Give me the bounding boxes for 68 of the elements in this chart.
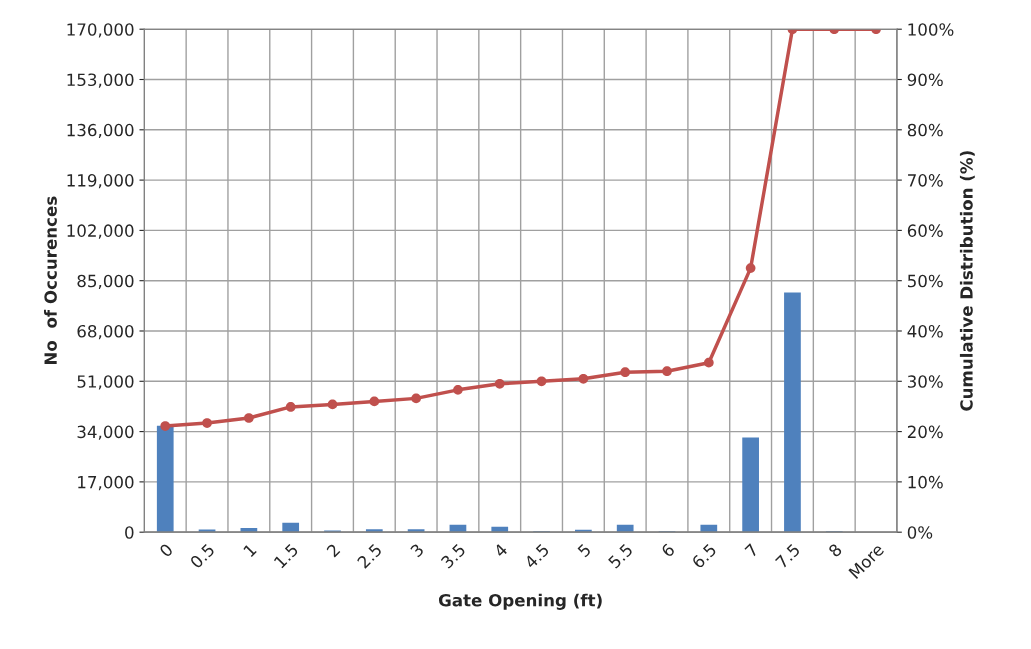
y2-tick-label: 30% [907,375,943,388]
x-tick-label: 7 [744,543,759,558]
y-tick-label: 17,000 [78,475,134,491]
point [536,376,547,387]
x-tick-label: 0.5 [189,543,216,569]
bar [156,425,174,533]
point [202,418,212,428]
point [578,373,589,384]
x-tick-label: 1 [243,543,257,558]
point [662,366,672,377]
point [494,378,505,389]
point [244,413,254,423]
bar [616,524,634,533]
y-tick-label: 170,000 [67,23,134,38]
x-tick-label: 1.5 [273,543,299,569]
bar [365,529,383,533]
point [160,421,171,431]
bar [449,524,467,533]
x-tick-label: 5.5 [607,543,634,569]
point [453,384,463,395]
y2-tick-label: 70% [908,174,943,187]
x-tick-label: 4.5 [523,543,550,570]
x-axis-title: Gate Opening (ft) [438,593,602,610]
y-tick-label: 136,000 [67,123,134,139]
y-tick-label: 68,000 [77,324,134,340]
y2-axis-title: Cumulative Distribution (%) [959,151,975,411]
y-axis-title: No of Occurences [44,196,57,365]
x-tick-label: 3 [409,543,425,558]
bar [240,528,258,533]
point [369,396,380,407]
y2-tick-label: 40% [907,324,943,338]
bar [700,524,718,533]
y-tick-label: 85,000 [77,274,134,289]
x-tick-label: 0 [158,542,174,558]
y-tick-label: 119,000 [67,174,134,189]
x-tick-label: 8 [827,542,843,558]
point [620,367,631,378]
y2-tick-label: 90% [907,73,943,87]
y-tick-label: 51,000 [77,375,134,390]
x-tick-label: 6 [660,542,676,558]
y2-tick-label: 0% [907,526,933,539]
bar [784,292,801,533]
y2-tick-label: 20% [907,425,943,439]
x-tick-label: 7.5 [775,543,801,569]
bar [282,522,300,533]
x-tick-label: 5 [577,543,592,558]
point [411,393,421,404]
bar [491,526,509,533]
point [745,263,756,273]
y2-tick-label: 60% [907,224,943,237]
y2-tick-label: 50% [907,274,943,288]
x-tick-label: 6.5 [691,543,717,569]
y-tick-label: 0 [125,526,134,539]
y-tick-label: 34,000 [77,425,134,440]
x-tick-label: 2 [326,543,341,558]
x-tick-label: 3.5 [440,543,467,569]
y2-tick-label: 10% [908,475,943,489]
y2-tick-label: 100% [908,23,954,36]
x-tick-label: 2.5 [356,543,383,569]
point [327,399,338,410]
point [285,402,296,412]
bar [742,437,759,533]
y-tick-label: 102,000 [67,224,134,239]
y-tick-label: 153,000 [67,73,134,88]
bar [407,529,425,533]
point [703,357,714,368]
y2-tick-label: 80% [907,123,943,137]
x-tick-label: 4 [493,542,509,558]
